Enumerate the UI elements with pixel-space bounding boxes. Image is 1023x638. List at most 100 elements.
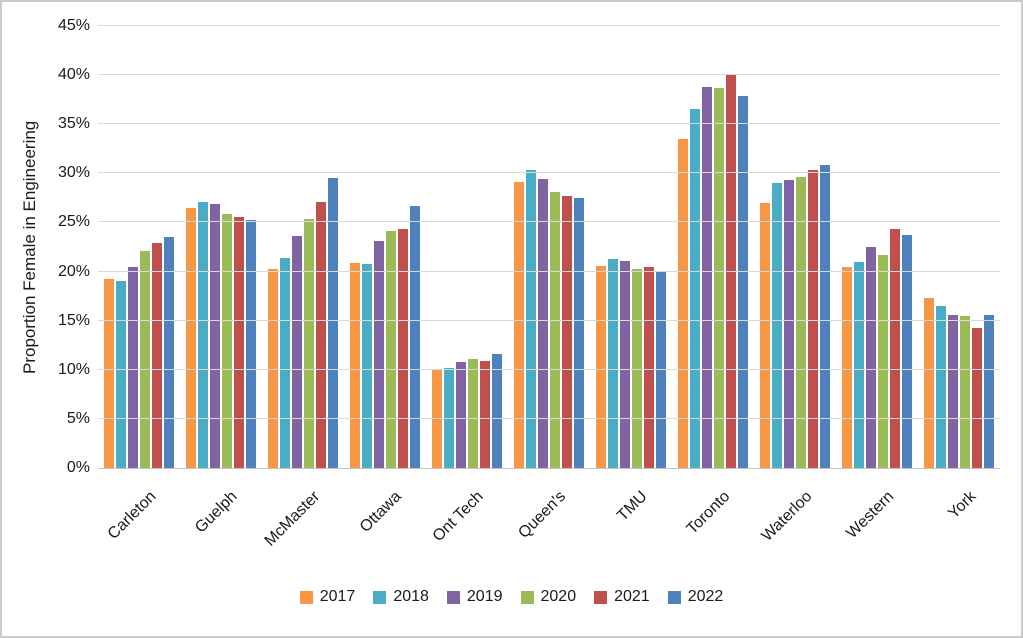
y-tick-label-45: 45% — [57, 17, 90, 34]
y-tick-label-25: 25% — [57, 213, 90, 231]
bar-carleton-2021 — [152, 243, 162, 468]
y-tick-label-20: 20% — [57, 262, 90, 280]
x-category-label-ottawa: Ottawa — [357, 488, 406, 536]
bar-york-2020 — [960, 315, 970, 468]
x-category-label-ont-tech: Ont Tech — [429, 488, 488, 546]
legend-swatch-2020 — [520, 590, 534, 604]
legend-item-2017: 2017 — [299, 588, 356, 606]
y-tick-label-30: 30% — [57, 164, 90, 182]
bar-ont-tech-2021 — [480, 360, 490, 468]
gridline-15% — [98, 319, 1000, 321]
bar-group-western — [836, 26, 918, 468]
gridline-45% — [98, 25, 1000, 26]
gridline-35% — [98, 123, 1000, 125]
y-tick-label-15: 15% — [57, 311, 90, 329]
x-category-label-western: Western — [843, 488, 898, 542]
bar-tmu-2018 — [608, 258, 618, 468]
bar-waterloo-2020 — [796, 177, 806, 468]
bar-queen-s-2018 — [526, 170, 536, 468]
bar-waterloo-2021 — [808, 170, 818, 468]
bar-ont-tech-2022 — [492, 354, 502, 468]
bar-group-tmu — [590, 26, 672, 468]
x-axis-labels: Carleton Guelph McMaster Ottawa Ont Tech Quee… — [98, 468, 1000, 578]
x-category-label-mcmaster: McMaster — [261, 488, 324, 550]
legend-swatch-2018 — [373, 590, 387, 604]
bar-carleton-2022 — [164, 237, 174, 468]
gridline-10% — [98, 368, 1000, 370]
bar-carleton-2017 — [104, 279, 114, 468]
bar-mcmaster-2019 — [292, 236, 302, 468]
bar-carleton-2019 — [128, 266, 138, 468]
bar-western-2021 — [890, 229, 900, 468]
bar-western-2022 — [902, 235, 912, 468]
bar-york-2022 — [984, 314, 994, 468]
x-category-label-tmu: TMU — [614, 488, 652, 525]
bar-queen-s-2019 — [538, 179, 548, 468]
bar-queen-s-2017 — [514, 182, 524, 468]
legend-label-2020: 2020 — [540, 588, 577, 605]
legend-item-2018: 2018 — [373, 588, 429, 606]
bar-waterloo-2019 — [784, 180, 794, 468]
bar-western-2020 — [878, 254, 888, 468]
y-tick-label-5: 5% — [66, 409, 90, 427]
legend-label-2017: 2017 — [319, 588, 356, 605]
gridline-20% — [98, 270, 1000, 272]
bar-queen-s-2021 — [562, 195, 572, 468]
bar-ottawa-2018 — [362, 263, 372, 468]
bar-groups-container — [98, 26, 1000, 468]
legend-swatch-2019 — [446, 590, 460, 604]
bar-tmu-2019 — [620, 260, 630, 468]
bar-ottawa-2019 — [374, 241, 384, 468]
bar-york-2017 — [924, 298, 934, 468]
bar-toronto-2019 — [702, 86, 712, 468]
bar-ottawa-2020 — [386, 231, 396, 468]
bar-group-mcmaster — [262, 26, 344, 468]
y-tick-label-35: 35% — [57, 115, 90, 133]
bar-western-2018 — [854, 261, 864, 468]
bar-group-waterloo — [754, 26, 836, 468]
legend-item-2021: 2021 — [594, 588, 650, 606]
bar-group-ottawa — [344, 26, 426, 468]
bar-mcmaster-2022 — [328, 178, 338, 468]
bar-mcmaster-2018 — [280, 257, 290, 468]
gridline-40% — [98, 74, 1000, 76]
x-category-label-toronto: Toronto — [683, 488, 734, 538]
bar-waterloo-2017 — [760, 202, 770, 468]
x-axis-line — [98, 468, 1000, 469]
bar-group-toronto — [672, 26, 754, 468]
legend-label-2018: 2018 — [393, 588, 429, 605]
bar-carleton-2020 — [140, 250, 150, 468]
y-tick-label-0: 0% — [66, 459, 90, 476]
bar-queen-s-2022 — [574, 197, 584, 468]
bar-ottawa-2017 — [350, 262, 360, 468]
bar-mcmaster-2017 — [268, 268, 278, 468]
legend-item-2020: 2020 — [520, 588, 577, 606]
bar-toronto-2017 — [678, 138, 688, 468]
bar-ont-tech-2020 — [468, 358, 478, 468]
bar-mcmaster-2021 — [316, 201, 326, 468]
bar-guelph-2021 — [234, 216, 244, 468]
bar-york-2018 — [936, 305, 946, 468]
bar-guelph-2019 — [210, 203, 220, 468]
bar-guelph-2017 — [186, 207, 196, 468]
bar-group-york — [918, 26, 1000, 468]
legend-swatch-2021 — [594, 590, 608, 604]
legend-label-2021: 2021 — [614, 588, 650, 605]
legend-item-2019: 2019 — [446, 588, 503, 606]
bar-mcmaster-2020 — [304, 218, 314, 468]
bar-group-carleton — [98, 26, 180, 468]
bar-group-ont-tech — [426, 26, 508, 468]
x-category-label-guelph: Guelph — [192, 488, 242, 537]
bar-york-2019 — [948, 314, 958, 468]
x-category-label-queen-s: Queen's — [515, 488, 570, 542]
bar-carleton-2018 — [116, 281, 126, 468]
bar-ottawa-2021 — [398, 229, 408, 468]
gridline-30% — [98, 172, 1000, 174]
bar-ottawa-2022 — [410, 205, 420, 468]
plot-area — [98, 25, 1000, 469]
bar-guelph-2020 — [222, 213, 232, 468]
bar-toronto-2018 — [690, 108, 700, 468]
bar-toronto-2020 — [714, 87, 724, 468]
gridline-25% — [98, 221, 1000, 223]
